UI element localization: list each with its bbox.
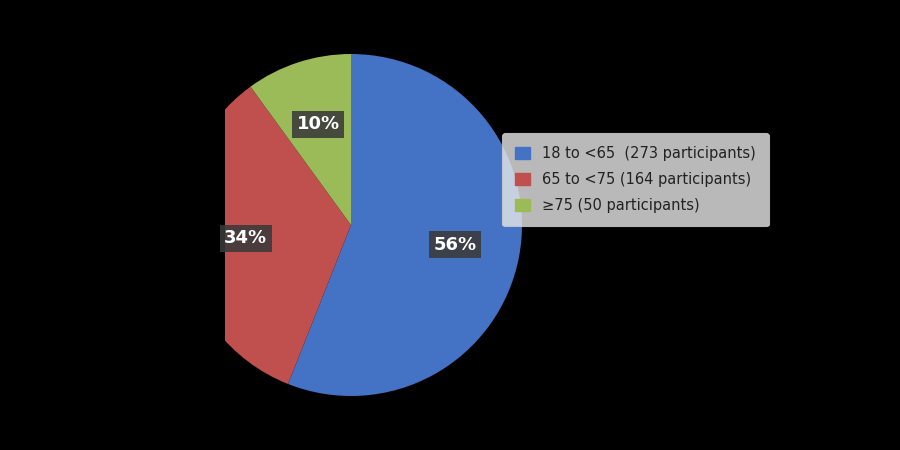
Wedge shape — [250, 54, 351, 225]
Legend: 18 to <65  (273 participants), 65 to <75 (164 participants), ≥75 (50 participant: 18 to <65 (273 participants), 65 to <75 … — [502, 133, 769, 226]
Text: 56%: 56% — [434, 236, 477, 254]
Wedge shape — [180, 87, 351, 384]
Wedge shape — [288, 54, 522, 396]
Text: 10%: 10% — [297, 115, 340, 133]
Text: 34%: 34% — [224, 230, 267, 248]
